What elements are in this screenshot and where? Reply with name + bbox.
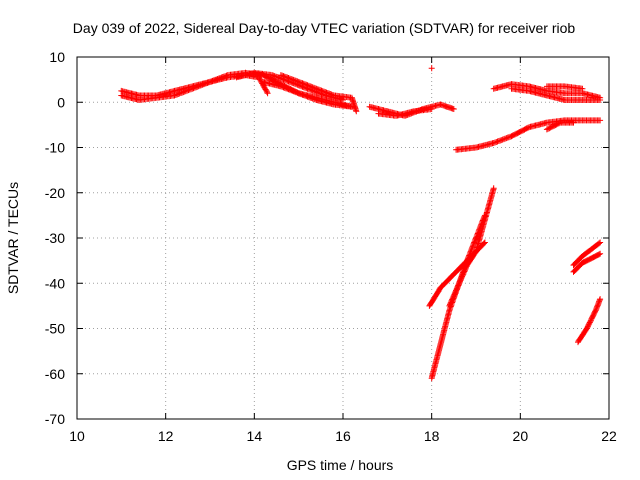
axis-ticks: 10 12 14 16 18 20 22 10 0 -10 -20 -30 -40 -50 -60 -70	[45, 49, 617, 444]
y-tick-label: -70	[45, 411, 65, 427]
y-tick-label: -40	[45, 275, 65, 291]
series-arc-m	[426, 185, 497, 309]
series-arc-o	[446, 239, 488, 309]
series-arc-h	[453, 117, 604, 153]
series-arc-d	[260, 78, 355, 110]
series-arc-p	[570, 239, 604, 269]
series-arc-k	[508, 85, 604, 103]
y-tick-label: 10	[49, 49, 65, 65]
series-arc-q	[570, 250, 604, 275]
series-arc-g	[375, 106, 435, 119]
grid	[77, 57, 609, 419]
data-points	[118, 65, 604, 382]
x-tick-label: 20	[513, 428, 529, 444]
x-tick-label: 10	[69, 428, 85, 444]
series-arc-e	[277, 72, 360, 115]
y-tick-label: -50	[45, 321, 65, 337]
y-axis-label: SDTVAR / TECUs	[5, 182, 21, 294]
series-outlier	[428, 65, 435, 72]
y-tick-label: -20	[45, 185, 65, 201]
x-axis-label: GPS time / hours	[287, 457, 394, 473]
y-tick-label: -60	[45, 366, 65, 382]
x-tick-label: 12	[158, 428, 174, 444]
x-tick-label: 22	[601, 428, 617, 444]
series-arc-r	[575, 296, 604, 346]
series-arc-j	[490, 81, 604, 101]
series-arc-c	[233, 69, 346, 103]
x-tick-label: 14	[247, 428, 263, 444]
y-tick-label: -30	[45, 230, 65, 246]
y-tick-label: -10	[45, 140, 65, 156]
x-tick-label: 16	[335, 428, 351, 444]
y-tick-label: 0	[57, 94, 65, 110]
x-tick-label: 18	[424, 428, 440, 444]
chart-title: Day 039 of 2022, Sidereal Day-to-day VTE…	[73, 20, 576, 36]
series-arc-i	[543, 119, 577, 133]
series-arc-l	[543, 83, 586, 92]
